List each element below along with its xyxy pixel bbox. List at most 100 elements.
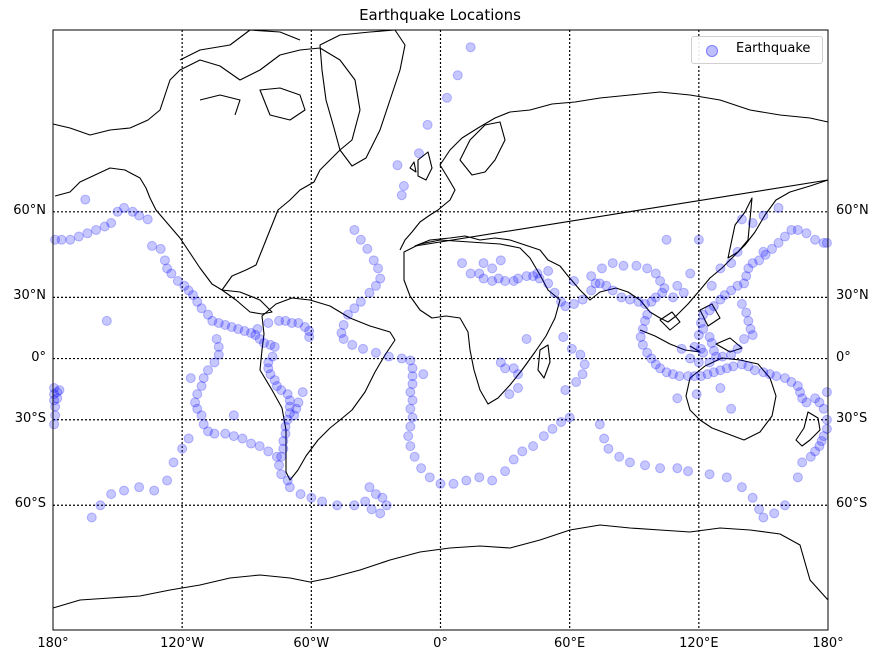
- earthquake-point: [364, 482, 375, 493]
- earthquake-point: [398, 181, 409, 192]
- earthquake-point: [289, 410, 300, 421]
- earthquake-point: [246, 328, 257, 339]
- earthquake-point: [370, 280, 381, 291]
- earthquake-point: [693, 234, 704, 245]
- earthquake-point: [650, 268, 661, 279]
- lon-tick-label: 180°: [37, 636, 69, 651]
- earthquake-point: [721, 472, 732, 483]
- earthquake-point: [758, 367, 769, 378]
- earthquake-point: [252, 324, 263, 335]
- earthquake-point: [422, 119, 433, 130]
- earthquake-point: [646, 353, 657, 364]
- earthquake-point: [739, 278, 750, 289]
- earthquake-point: [474, 472, 485, 483]
- earthquake-point: [177, 443, 188, 454]
- earthquake-point: [637, 324, 648, 335]
- lat-tick-label: 30°N: [836, 288, 869, 304]
- earthquake-point: [370, 489, 381, 500]
- earthquake-point: [758, 246, 769, 257]
- antarctica-coastline: [52, 524, 829, 609]
- earthquake-point: [405, 387, 416, 398]
- earthquake-point: [741, 307, 752, 318]
- earthquake-point: [358, 343, 368, 354]
- earthquake-point: [706, 280, 717, 291]
- earthquake-point: [821, 423, 832, 434]
- earthquake-point: [347, 339, 358, 350]
- earthquake-point: [760, 249, 771, 260]
- earthquake-point: [280, 315, 291, 326]
- earthquake-point: [405, 421, 416, 432]
- earthquake-point: [711, 351, 722, 362]
- earthquake-point: [196, 381, 207, 392]
- earthquake-point: [336, 328, 347, 339]
- earthquake-point: [779, 500, 790, 511]
- earthquake-point: [65, 234, 76, 245]
- earthquake-point: [767, 243, 778, 254]
- earthquake-point: [209, 357, 220, 368]
- earthquake-point: [407, 395, 418, 406]
- lat-tick-label: 30°S: [836, 410, 868, 426]
- earthquake-point: [521, 271, 532, 282]
- earthquake-point: [571, 377, 582, 388]
- earthquake-point: [674, 371, 685, 382]
- earthquake-point: [715, 263, 726, 274]
- british-isles: [409, 151, 433, 181]
- earthquake-point: [736, 214, 747, 225]
- earthquake-point: [500, 363, 511, 374]
- earthquake-point: [640, 315, 651, 326]
- earthquake-point: [558, 332, 569, 343]
- earthquake-point: [373, 263, 384, 274]
- earthquake-point: [495, 357, 506, 368]
- earthquake-point: [211, 334, 222, 345]
- earthquake-point: [265, 369, 276, 380]
- earthquake-point: [396, 353, 407, 364]
- madagascar: [537, 344, 551, 379]
- earthquake-point: [715, 383, 726, 394]
- earthquake-point: [185, 373, 196, 384]
- earthquake-point: [786, 377, 797, 388]
- earthquake-point: [508, 276, 519, 287]
- earthquake-point: [672, 463, 683, 474]
- earthquake-point: [86, 512, 97, 523]
- earthquake-point: [568, 276, 579, 287]
- earthquake-point: [614, 451, 625, 462]
- earthquake-point: [564, 412, 575, 423]
- earthquake-point: [299, 322, 310, 333]
- earthquake-point: [493, 273, 504, 284]
- earthquake-point: [106, 217, 117, 228]
- earthquake-point: [54, 385, 65, 396]
- earthquake-point: [758, 512, 769, 523]
- earthquake-point: [689, 341, 700, 352]
- earthquake-point: [736, 359, 747, 370]
- earthquake-point: [717, 351, 728, 362]
- earthquake-point: [474, 268, 485, 279]
- earthquake-point: [362, 243, 373, 254]
- earthquake-point: [706, 337, 717, 348]
- earthquake-point: [521, 334, 532, 345]
- earthquake-point: [685, 268, 696, 279]
- earthquake-points: [49, 42, 832, 523]
- earthquake-point: [375, 508, 386, 519]
- earthquake-point: [640, 460, 651, 471]
- legend: Earthquake: [691, 36, 823, 64]
- earthquake-point: [758, 210, 769, 221]
- earthquake-point: [715, 365, 726, 376]
- earthquake-point: [99, 221, 110, 232]
- legend-marker: [706, 45, 718, 57]
- earthquake-point: [91, 224, 102, 235]
- earthquake-point: [280, 421, 291, 432]
- earthquake-point: [355, 296, 366, 307]
- earthquake-point: [405, 355, 416, 366]
- earthquake-point: [821, 414, 832, 425]
- earthquake-point: [220, 428, 231, 439]
- earthquake-point: [342, 309, 353, 320]
- earthquake-point: [691, 389, 702, 400]
- earthquake-point: [418, 369, 429, 380]
- earthquake-point: [198, 373, 209, 384]
- earthquake-point: [754, 504, 765, 515]
- earthquake-point: [547, 423, 558, 434]
- earthquake-point: [683, 371, 694, 382]
- earthquake-point: [594, 419, 605, 430]
- earthquake-point: [732, 246, 743, 257]
